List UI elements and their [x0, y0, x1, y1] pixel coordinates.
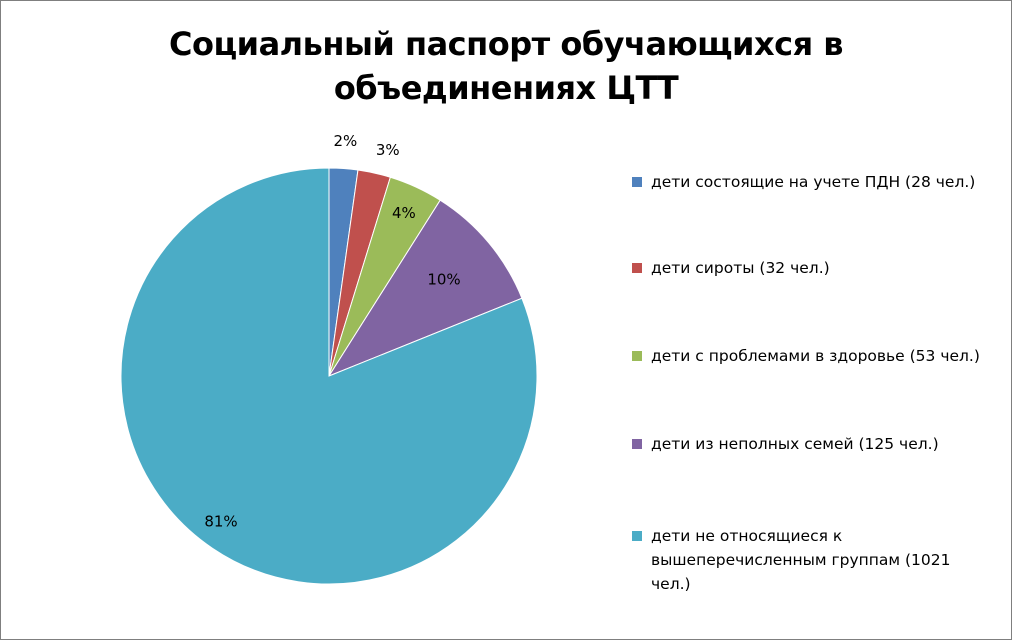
legend-swatch [632, 531, 642, 541]
legend-item-single-parent: дети из неполных семей (125 чел.) [632, 432, 1007, 456]
percent-label-health: 4% [392, 204, 416, 222]
legend-label: дети состоящие на учете ПДН (28 чел.) [651, 173, 976, 191]
percent-label-others: 81% [204, 513, 237, 531]
percent-label-single-parent: 10% [427, 271, 460, 289]
pie-slices [120, 167, 538, 585]
pie-slice-single-parent [327, 199, 523, 378]
legend-item-others: дети не относящиеся к вышеперечисленным … [632, 524, 1007, 596]
legend-label: дети из неполных семей (125 чел.) [651, 435, 939, 453]
legend-item-pdn: дети состоящие на учете ПДН (28 чел.) [632, 170, 1007, 194]
percent-label-pdn: 2% [334, 132, 358, 150]
legend-item-orphans: дети сироты (32 чел.) [632, 256, 1007, 280]
chart-title-line-1: Социальный паспорт обучающихся в [168, 25, 844, 63]
chart-title-line-2: объединениях ЦТТ [333, 69, 679, 107]
legend-item-health: дети с проблемами в здоровье (53 чел.) [632, 344, 1007, 368]
pie-slice-others [120, 167, 538, 585]
pie-percent-labels: 2% 3% 4% 10% 81% [204, 132, 460, 530]
legend-label: дети с проблемами в здоровье (53 чел.) [651, 347, 980, 365]
legend-swatch [632, 439, 642, 449]
legend-swatch [632, 351, 642, 361]
legend-swatch [632, 263, 642, 273]
percent-label-orphans: 3% [376, 141, 400, 159]
legend-label: дети сироты (32 чел.) [651, 259, 830, 277]
legend-swatch [632, 177, 642, 187]
chart-title: Социальный паспорт обучающихся в объедин… [0, 22, 1012, 110]
legend-label: дети не относящиеся к вышеперечисленным … [651, 527, 951, 593]
